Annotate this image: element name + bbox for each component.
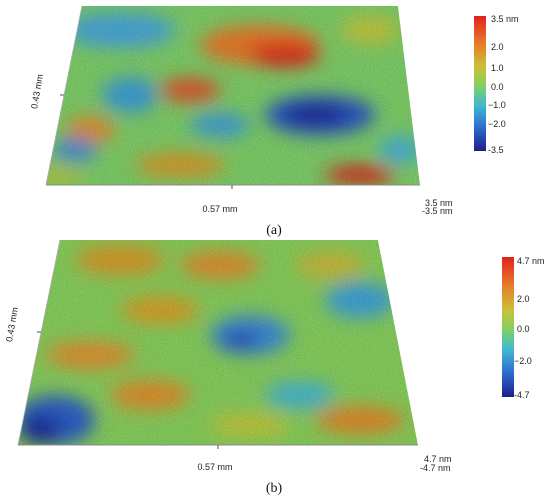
- side-label-b: 0.43 mm: [4, 306, 20, 342]
- colorbar-a-tick: 3.5 nm: [491, 14, 519, 24]
- corner-bottom-a: -3.5 nm: [422, 206, 453, 216]
- side-label-a: 0.43 mm: [29, 73, 45, 109]
- panel-b: 0.43 mm 0.57 mm 4.7 nm -4.7 nm 4.7 nm 2.…: [4, 239, 545, 496]
- colorbar-b-tick: −2.0: [514, 356, 532, 366]
- colorbar-a-tick: −1.0: [488, 100, 506, 110]
- corner-top-a: 3.5 nm: [425, 198, 453, 208]
- colorbar-a-tick: 0.0: [491, 82, 504, 92]
- caption-b: (b): [266, 481, 283, 496]
- colorbar-b-tick: 4.7 nm: [517, 256, 545, 266]
- corner-top-b: 4.7 nm: [424, 454, 452, 464]
- colorbar-b-tick: -4.7: [514, 390, 530, 400]
- axis-y-b: [17, 239, 61, 446]
- colorbar-b-tick: 2.0: [517, 294, 530, 304]
- bottom-label-b: 0.57 mm: [197, 462, 232, 472]
- colorbar-a: 3.5 nm 2.0 1.0 0.0 −1.0 −2.0 -3.5: [474, 14, 519, 155]
- caption-a: (a): [266, 223, 282, 238]
- colorbar-a-tick: −2.0: [488, 119, 506, 129]
- corner-bottom-b: -4.7 nm: [420, 463, 451, 473]
- surface-a: [46, 6, 420, 185]
- colorbar-a-tick: 1.0: [491, 63, 504, 73]
- colorbar-b: 4.7 nm 2.0 0.0 −2.0 -4.7: [502, 256, 545, 400]
- bottom-label-a: 0.57 mm: [202, 204, 237, 214]
- panel-a: 0.43 mm 0.57 mm 3.5 nm -3.5 nm 3.5 nm 2.…: [29, 5, 519, 238]
- colorbar-b-tick: 0.0: [517, 324, 530, 334]
- colorbar-a-tick: -3.5: [488, 145, 504, 155]
- colorbar-a-tick: 2.0: [491, 42, 504, 52]
- surface-b: [18, 240, 418, 445]
